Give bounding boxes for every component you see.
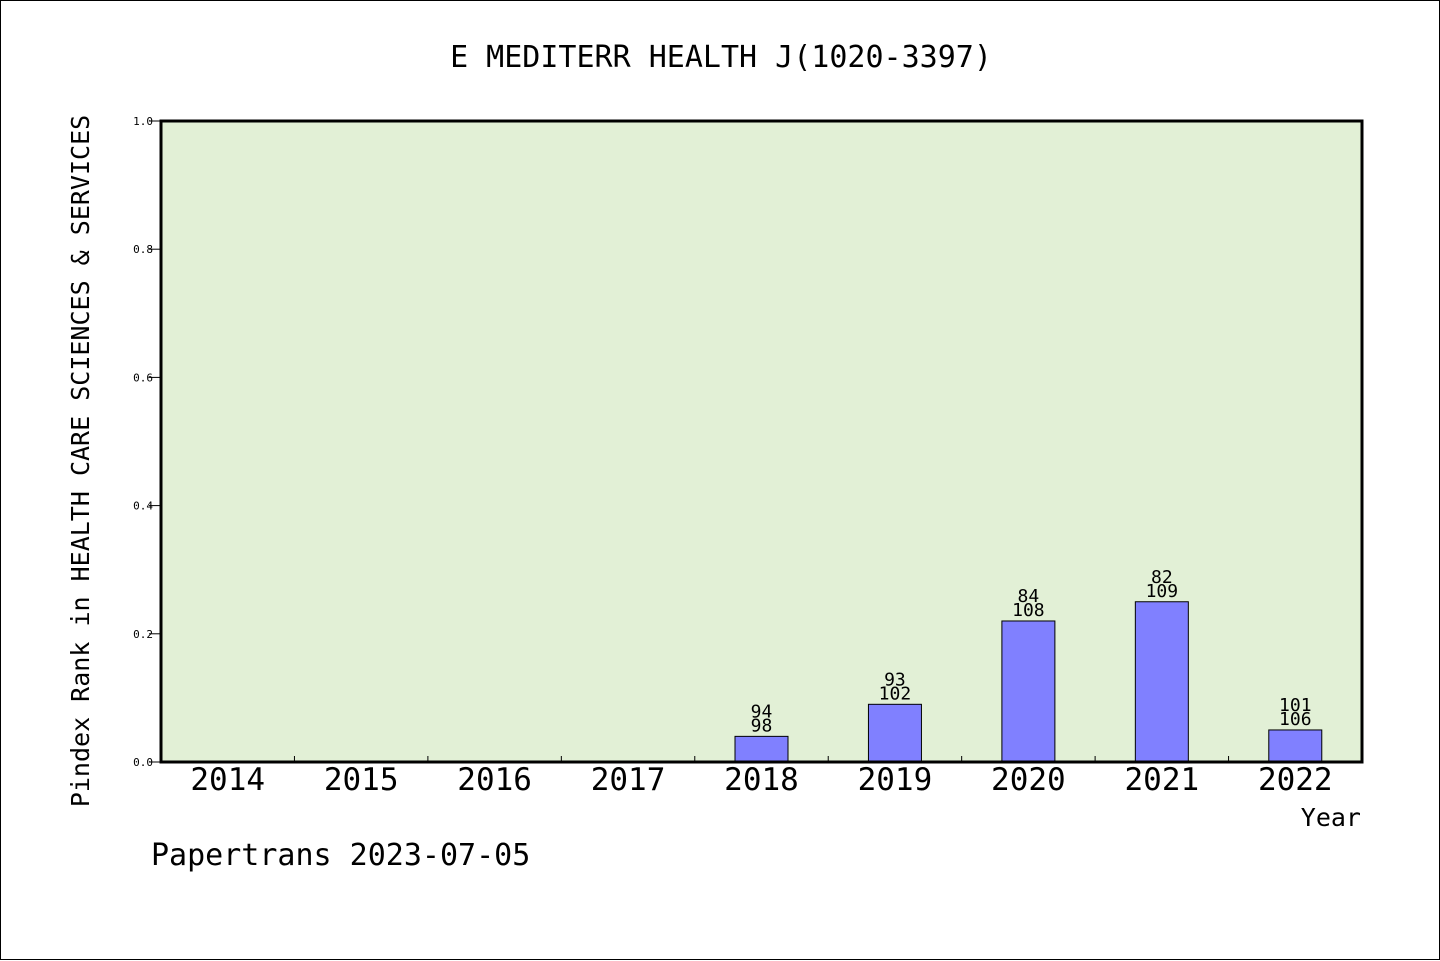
y-tick-label: 1.0 (133, 115, 153, 128)
bar (734, 735, 789, 763)
x-tick-label: 2017 (591, 762, 666, 798)
bar-label-top: 101 (1279, 695, 1312, 716)
x-axis-label: Year (1301, 803, 1361, 832)
x-tick-label: 2021 (1125, 762, 1200, 798)
x-tick-label: 2020 (991, 762, 1066, 798)
bar (1268, 729, 1323, 763)
x-tick-label: 2022 (1258, 762, 1333, 798)
bar (867, 703, 922, 763)
y-tick-label: 0.6 (133, 371, 153, 384)
y-tick-label: 0.2 (133, 628, 153, 641)
y-tick-label: 0.8 (133, 243, 153, 256)
footer-credit: Papertrans 2023-07-05 (151, 838, 530, 873)
bar (1001, 620, 1056, 763)
bar-label-bottom: 109 (1146, 581, 1179, 602)
plot-border (159, 119, 1364, 764)
x-tick-label: 2019 (858, 762, 933, 798)
bar-label-bottom: 98 (751, 715, 773, 736)
y-axis-label: Pindex Rank in HEALTH CARE SCIENCES & SE… (66, 115, 95, 807)
bar-label-bottom: 106 (1279, 709, 1312, 730)
x-tick-label: 2015 (324, 762, 399, 798)
y-tick-label: 0.0 (133, 756, 153, 769)
y-tick-label: 0.4 (133, 500, 153, 513)
bar (1134, 601, 1189, 763)
bar-label-top: 82 (1151, 567, 1173, 588)
bar-label-top: 94 (751, 701, 773, 722)
x-tick-label: 2014 (190, 762, 265, 798)
bar-label-top: 93 (884, 669, 906, 690)
x-tick-label: 2018 (724, 762, 799, 798)
bar-label-top: 84 (1018, 586, 1040, 607)
bar-label-bottom: 108 (1012, 600, 1045, 621)
chart-title: E MEDITERR HEALTH J(1020-3397) (450, 40, 992, 75)
bar-label-bottom: 102 (879, 683, 912, 704)
x-tick-label: 2016 (457, 762, 532, 798)
